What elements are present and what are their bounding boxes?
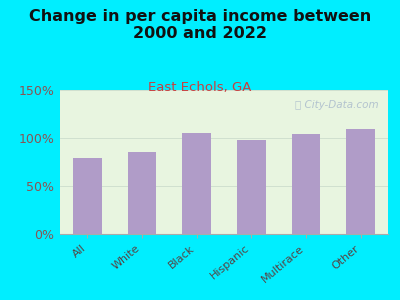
Bar (73, 158, 102, 234)
Bar (292, 134, 320, 234)
Bar (182, 133, 211, 234)
Text: Change in per capita income between
2000 and 2022: Change in per capita income between 2000… (29, 9, 371, 41)
Text: East Echols, GA: East Echols, GA (148, 81, 252, 94)
Bar (346, 129, 375, 234)
Bar (128, 152, 156, 234)
Bar (237, 140, 266, 234)
Text: ⓘ City-Data.com: ⓘ City-Data.com (294, 100, 378, 110)
